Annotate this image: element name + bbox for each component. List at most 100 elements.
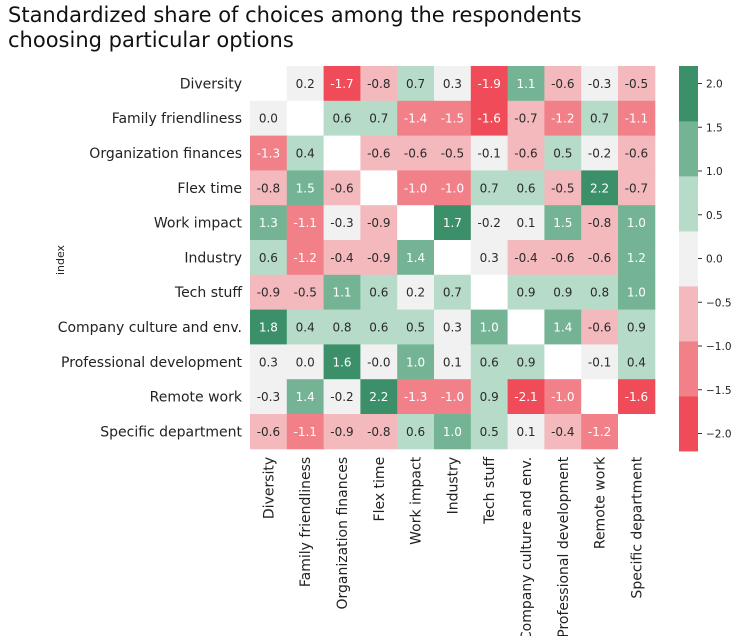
heatmap-cell xyxy=(507,205,545,241)
heatmap-cell xyxy=(250,379,288,415)
heatmap-cell xyxy=(250,414,288,450)
heatmap-cell xyxy=(470,205,509,241)
cell-value-label: 0.4 xyxy=(296,147,315,161)
row-labels: Diversity Family friendliness Organization… xyxy=(58,76,243,440)
heatmap-cell xyxy=(360,309,398,345)
heatmap-cell xyxy=(544,205,582,241)
column-tick-label: Industry xyxy=(445,457,461,515)
heatmap-cell xyxy=(323,100,361,137)
heatmap-cell xyxy=(544,135,582,171)
cell-value-label: -1.2 xyxy=(551,112,574,126)
cell-value-label: -1.0 xyxy=(551,390,574,404)
row-tick-label: Remote work xyxy=(150,390,243,406)
heatmap-cell xyxy=(507,66,545,102)
cell-value-label: 1.7 xyxy=(443,216,462,230)
heatmap-cell xyxy=(470,414,509,450)
column-tick-label: Specific department xyxy=(629,456,645,598)
row-tick-label: Organization finances xyxy=(89,146,242,162)
cell-value-label: -0.5 xyxy=(293,286,316,300)
cell-value-label: -0.6 xyxy=(514,147,537,161)
cell-value-label: 0.9 xyxy=(553,286,572,300)
column-tick-label: Tech stuff xyxy=(482,456,498,524)
heatmap-cell xyxy=(470,274,509,311)
cell-value-label: 0.7 xyxy=(369,112,388,126)
heatmap-cell xyxy=(618,379,656,415)
row-tick-label: Diversity xyxy=(180,76,242,92)
heatmap-cell xyxy=(250,309,288,345)
cell-value-label: -1.4 xyxy=(404,112,427,126)
cell-value-label: -0.7 xyxy=(625,181,648,195)
heatmap-cell xyxy=(507,344,545,380)
heatmap-cell xyxy=(544,240,582,276)
heatmap-cell xyxy=(618,344,656,380)
heatmap-cell xyxy=(323,240,361,276)
colorbar-tick-label: −1.5 xyxy=(706,385,732,397)
heatmap-cell xyxy=(323,379,361,415)
heatmap-cell xyxy=(544,414,582,450)
heatmap-cell xyxy=(360,135,398,171)
cell-value-label: -1.3 xyxy=(404,390,427,404)
cell-value-label: 1.4 xyxy=(553,321,572,335)
cell-value-label: 0.6 xyxy=(259,251,278,265)
heatmap-cell xyxy=(507,240,545,276)
cell-value-label: 0.8 xyxy=(332,321,351,335)
heatmap-cell xyxy=(618,100,656,137)
heatmap-cell xyxy=(581,205,619,241)
heatmap-cell xyxy=(286,100,325,137)
heatmap-cell xyxy=(507,414,545,450)
cell-value-label: 1.8 xyxy=(259,321,278,335)
cell-value-label: -1.7 xyxy=(330,77,353,91)
heatmap-cell xyxy=(544,344,582,380)
heatmap-cell xyxy=(250,240,288,276)
heatmap-cell xyxy=(397,135,435,171)
heatmap-cell xyxy=(618,309,656,345)
cell-value-label: 0.0 xyxy=(259,112,278,126)
colorbar-tick-label: 1.5 xyxy=(706,122,723,134)
heatmap-cell xyxy=(250,170,288,206)
heatmap-cell xyxy=(397,309,435,345)
heatmap-cell xyxy=(434,170,472,206)
cell-value-label: -0.0 xyxy=(367,355,390,369)
heatmap-cell xyxy=(360,205,398,241)
heatmap-cell xyxy=(581,135,619,171)
colorbar-segment xyxy=(679,231,698,287)
cell-value-label: 1.0 xyxy=(627,216,646,230)
heatmap-cell xyxy=(397,344,435,380)
heatmap-cell xyxy=(434,66,472,102)
colorbar-tick-label: 2.0 xyxy=(706,79,723,91)
heatmap-cell xyxy=(434,100,472,137)
row-tick-label: Company culture and env. xyxy=(58,320,242,336)
heatmap-cell xyxy=(286,344,325,380)
heatmap-cell xyxy=(470,170,509,206)
heatmap-cell xyxy=(434,379,472,415)
heatmap-cell xyxy=(470,240,509,276)
heatmap-cell xyxy=(286,240,325,276)
cell-value-label: -0.3 xyxy=(257,390,280,404)
heatmap-cell xyxy=(618,205,656,241)
cell-value-label: -0.8 xyxy=(367,77,390,91)
cell-value-label: 0.3 xyxy=(480,251,499,265)
cell-value-label: 0.1 xyxy=(516,425,535,439)
heatmap-cell xyxy=(360,274,398,311)
cell-value-label: -0.9 xyxy=(257,286,280,300)
column-labels: Diversity Family friendliness Organization… xyxy=(261,456,645,636)
cell-value-label: 0.0 xyxy=(296,355,315,369)
cell-value-label: -0.3 xyxy=(330,216,353,230)
cell-value-label: 0.6 xyxy=(516,181,535,195)
cell-value-label: 0.9 xyxy=(516,286,535,300)
heatmap-cell xyxy=(581,66,619,102)
cell-value-label: -1.0 xyxy=(441,181,464,195)
heatmap-cell xyxy=(323,414,361,450)
heatmap-cell xyxy=(434,240,472,276)
cell-value-label: 1.4 xyxy=(296,390,315,404)
cell-value-label: -1.0 xyxy=(404,181,427,195)
cell-value-label: 0.3 xyxy=(443,321,462,335)
heatmap-cell xyxy=(360,100,398,137)
colorbar-segment xyxy=(679,285,698,342)
chart-title: Standardized share of choices among the … xyxy=(8,3,582,52)
cell-value-label: 0.2 xyxy=(296,77,315,91)
cell-value-label: 0.3 xyxy=(443,77,462,91)
heatmap-cell xyxy=(360,240,398,276)
heatmap-cell xyxy=(323,135,361,171)
